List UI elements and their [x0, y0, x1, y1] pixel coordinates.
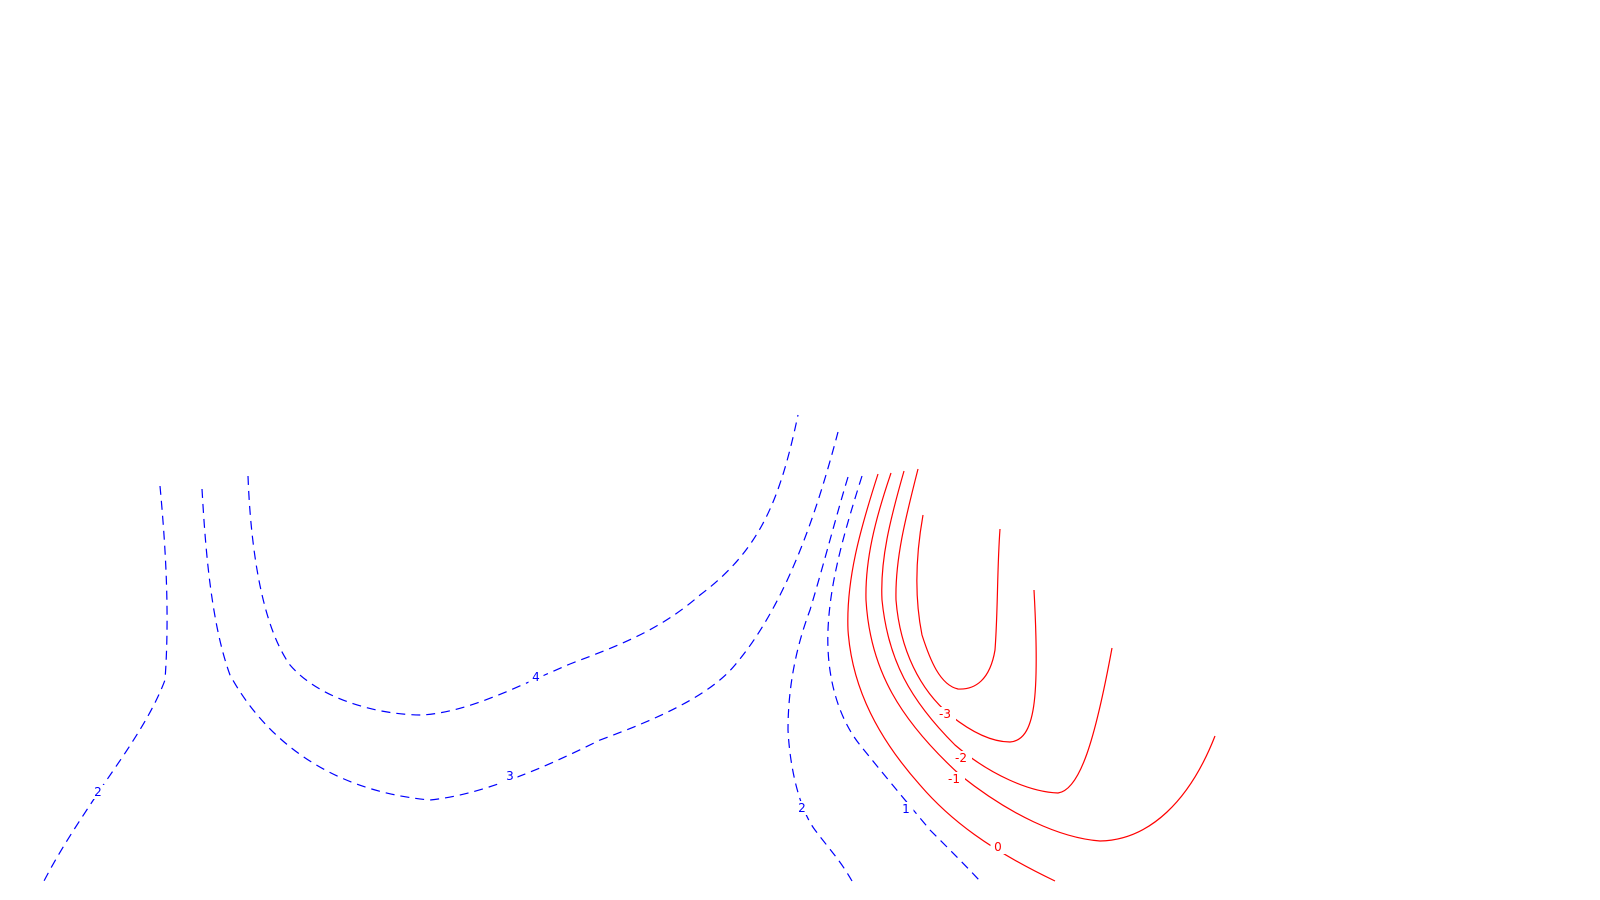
- contour-pos-2b: 2: [787, 476, 853, 882]
- contour-neg-0: 0: [847, 473, 1056, 882]
- contour-label-background: [502, 769, 518, 783]
- contour-line: [43, 485, 168, 882]
- contour-line: [827, 475, 981, 882]
- contour-pos-3: 3: [201, 431, 839, 801]
- contour-label: -3: [939, 707, 951, 721]
- contour-label-background: [898, 802, 914, 816]
- contour-group: 4 3 2 2 1 0 -1 -2 -3: [43, 414, 1216, 882]
- contour-neg-m1: -1: [865, 472, 1216, 842]
- contour-label-background: [990, 840, 1006, 854]
- contour-line: [787, 476, 853, 882]
- contour-pos-1: 1: [827, 475, 981, 882]
- contour-neg-m2: -2: [881, 470, 1113, 794]
- contour-line: [916, 514, 1001, 690]
- contour-label-background: [90, 785, 106, 799]
- contour-neg-m4: [916, 514, 1001, 690]
- contour-label: 2: [798, 801, 806, 815]
- contour-label-background: [934, 707, 956, 721]
- contour-pos-2: 2: [43, 485, 168, 882]
- contour-label-background: [528, 670, 544, 684]
- contour-label: 0: [994, 840, 1002, 854]
- contour-neg-m3: -3: [895, 468, 1037, 743]
- contour-label-background: [794, 801, 810, 815]
- contour-label: -2: [955, 751, 967, 765]
- contour-line: [847, 473, 1056, 882]
- contour-label: 4: [532, 670, 540, 684]
- contour-label-background: [950, 751, 972, 765]
- contour-pos-4: 4: [247, 414, 799, 716]
- contour-label: 3: [506, 769, 514, 783]
- contour-label: 2: [94, 785, 102, 799]
- contour-label: 1: [902, 802, 910, 816]
- contour-label-background: [943, 772, 965, 786]
- contour-line: [881, 470, 1113, 794]
- contour-label: -1: [948, 772, 960, 786]
